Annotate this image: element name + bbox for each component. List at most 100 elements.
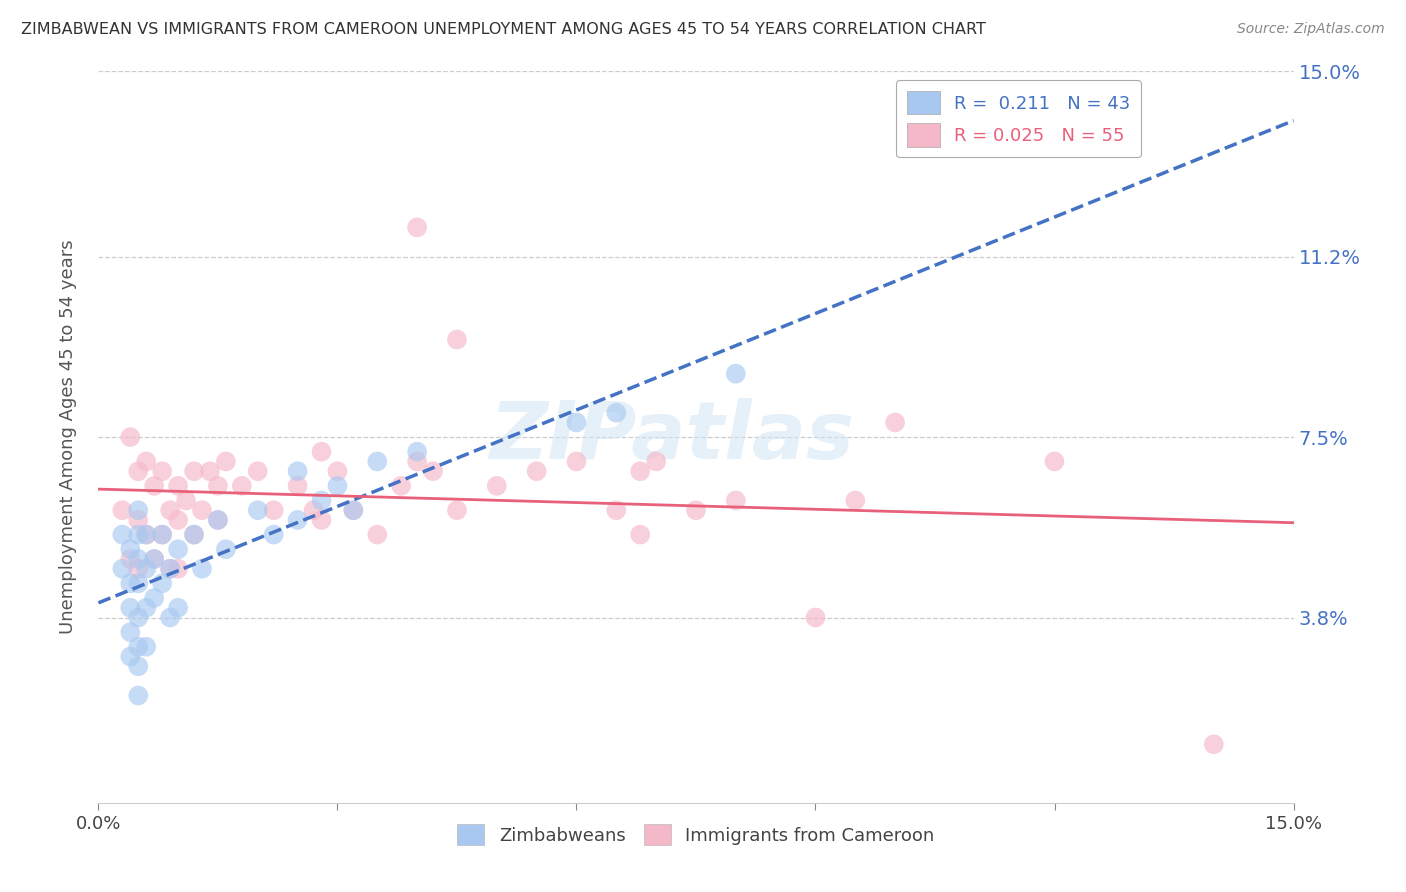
Point xyxy=(127,513,149,527)
Point xyxy=(263,503,285,517)
Y-axis label: Unemployment Among Ages 45 to 54 years: Unemployment Among Ages 45 to 54 years xyxy=(59,240,77,634)
Point xyxy=(135,527,157,541)
Point xyxy=(167,600,190,615)
Point xyxy=(342,503,364,517)
Point xyxy=(263,527,285,541)
Point xyxy=(526,464,548,478)
Point xyxy=(246,503,269,517)
Point xyxy=(120,576,142,591)
Point xyxy=(326,479,349,493)
Point xyxy=(422,464,444,478)
Point xyxy=(191,503,214,517)
Point xyxy=(406,444,429,458)
Point xyxy=(844,493,866,508)
Point xyxy=(724,367,747,381)
Point xyxy=(389,479,412,493)
Point xyxy=(628,464,651,478)
Point xyxy=(150,576,173,591)
Point xyxy=(183,527,205,541)
Point xyxy=(685,503,707,517)
Point xyxy=(287,464,309,478)
Point xyxy=(127,552,149,566)
Point xyxy=(446,503,468,517)
Point xyxy=(150,527,173,541)
Point xyxy=(724,493,747,508)
Point xyxy=(120,542,142,557)
Point xyxy=(311,444,333,458)
Point xyxy=(150,464,173,478)
Point xyxy=(167,562,190,576)
Point xyxy=(246,464,269,478)
Point xyxy=(127,576,149,591)
Point xyxy=(342,503,364,517)
Point xyxy=(191,562,214,576)
Point xyxy=(1043,454,1066,468)
Point xyxy=(287,513,309,527)
Point xyxy=(326,464,349,478)
Point xyxy=(111,527,134,541)
Point xyxy=(135,562,157,576)
Point xyxy=(207,513,229,527)
Point xyxy=(127,527,149,541)
Point xyxy=(446,333,468,347)
Point xyxy=(167,479,190,493)
Point xyxy=(120,600,142,615)
Point xyxy=(135,527,157,541)
Point xyxy=(120,625,142,640)
Point xyxy=(565,416,588,430)
Point xyxy=(127,464,149,478)
Point xyxy=(628,527,651,541)
Point xyxy=(207,513,229,527)
Point xyxy=(127,689,149,703)
Text: Source: ZipAtlas.com: Source: ZipAtlas.com xyxy=(1237,22,1385,37)
Text: ZIMBABWEAN VS IMMIGRANTS FROM CAMEROON UNEMPLOYMENT AMONG AGES 45 TO 54 YEARS CO: ZIMBABWEAN VS IMMIGRANTS FROM CAMEROON U… xyxy=(21,22,986,37)
Point xyxy=(605,503,627,517)
Point xyxy=(127,610,149,624)
Legend: Zimbabweans, Immigrants from Cameroon: Zimbabweans, Immigrants from Cameroon xyxy=(450,817,942,852)
Point xyxy=(127,640,149,654)
Point xyxy=(159,562,181,576)
Point xyxy=(135,454,157,468)
Point xyxy=(366,527,388,541)
Point xyxy=(884,416,907,430)
Point xyxy=(167,542,190,557)
Point xyxy=(143,591,166,605)
Point xyxy=(183,464,205,478)
Point xyxy=(207,479,229,493)
Point xyxy=(804,610,827,624)
Point xyxy=(311,513,333,527)
Point xyxy=(120,430,142,444)
Point xyxy=(159,562,181,576)
Point xyxy=(366,454,388,468)
Point xyxy=(159,503,181,517)
Point xyxy=(150,527,173,541)
Point xyxy=(302,503,325,517)
Point xyxy=(183,527,205,541)
Point xyxy=(143,552,166,566)
Point xyxy=(143,479,166,493)
Point xyxy=(174,493,197,508)
Point xyxy=(1202,737,1225,751)
Point xyxy=(198,464,221,478)
Text: ZIPatlas: ZIPatlas xyxy=(489,398,855,476)
Point xyxy=(287,479,309,493)
Point xyxy=(159,610,181,624)
Point xyxy=(231,479,253,493)
Point xyxy=(111,562,134,576)
Point xyxy=(406,220,429,235)
Point xyxy=(215,542,238,557)
Point xyxy=(127,562,149,576)
Point xyxy=(127,503,149,517)
Point xyxy=(485,479,508,493)
Point xyxy=(311,493,333,508)
Point xyxy=(143,552,166,566)
Point xyxy=(406,454,429,468)
Point xyxy=(605,406,627,420)
Point xyxy=(111,503,134,517)
Point xyxy=(120,552,142,566)
Point xyxy=(215,454,238,468)
Point xyxy=(135,600,157,615)
Point xyxy=(645,454,668,468)
Point xyxy=(565,454,588,468)
Point xyxy=(135,640,157,654)
